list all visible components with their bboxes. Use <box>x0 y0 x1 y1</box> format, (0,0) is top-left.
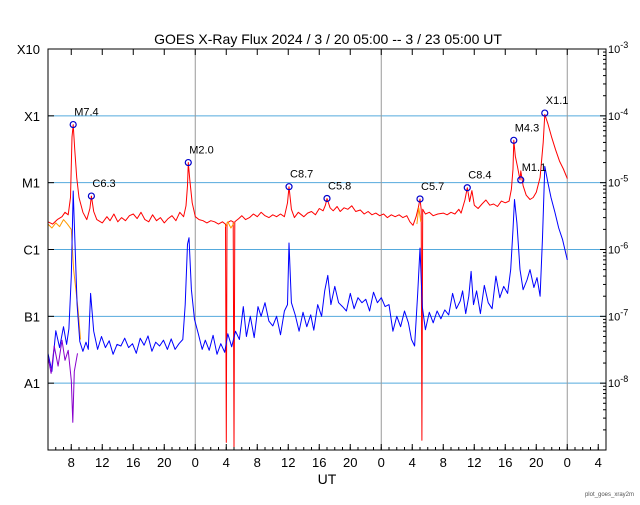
day-boundary-lines <box>194 49 568 450</box>
x-tick-label: 4 <box>595 455 602 470</box>
flare-label: M7.4 <box>74 107 98 119</box>
x-tick-label: 20 <box>157 455 171 470</box>
grid-lines <box>48 115 606 384</box>
x-tick-label: 20 <box>529 455 543 470</box>
flux-tick-label: 10-7 <box>608 307 628 323</box>
x-tick-label: 0 <box>564 455 571 470</box>
x-tick-label: 8 <box>254 455 261 470</box>
class-label: X10 <box>17 42 40 57</box>
x-tick-label: 16 <box>126 455 140 470</box>
series-lines <box>47 113 568 451</box>
flare-label: C8.4 <box>468 170 491 182</box>
x-axis-ticks: 8 12 16 20 0 4 8 12 16 20 0 4 8 12 16 20 0 4 <box>47 49 607 470</box>
flare-label: C6.3 <box>92 178 115 190</box>
flare-marker <box>323 194 331 203</box>
chart-title: GOES X-Ray Flux 2024 / 3 / 20 05:00 -- 3… <box>154 31 502 47</box>
flare-label: M1.1 <box>522 162 546 174</box>
flare-marker <box>285 183 293 191</box>
flare-marker <box>69 120 77 129</box>
flare-marker <box>416 195 424 203</box>
flux-tick-label: 10-8 <box>608 374 628 390</box>
flare-label: C5.7 <box>421 181 444 193</box>
flare-label: C5.8 <box>328 180 351 192</box>
x-tick-label: 4 <box>409 455 416 470</box>
plot-credit: plot_goes_xray2m <box>585 492 634 498</box>
x-tick-label: 8 <box>440 455 447 470</box>
flare-label: M4.3 <box>515 122 539 134</box>
flux-tick-label: 10-3 <box>608 40 628 56</box>
x-tick-label: 20 <box>343 455 357 470</box>
flare-label: C8.7 <box>290 169 313 181</box>
flux-tick-label: 10-6 <box>608 241 628 257</box>
x-axis-label: UT <box>318 471 337 487</box>
flux-series-line <box>47 165 568 372</box>
x-tick-label: 0 <box>378 455 385 470</box>
flare-label: X1.1 <box>546 95 569 107</box>
class-label: B1 <box>24 309 40 324</box>
flux-series-line <box>225 221 235 229</box>
x-tick-label: 16 <box>312 455 326 470</box>
x-tick-label: 16 <box>498 455 512 470</box>
flux-series-line <box>47 339 78 423</box>
left-axis-class-labels: X10 X1 M1 C1 B1 A1 <box>17 42 54 391</box>
flux-series-line <box>47 219 81 340</box>
flare-marker <box>541 109 549 117</box>
x-tick-label: 12 <box>467 455 481 470</box>
flare-marker <box>463 184 471 192</box>
flare-marker <box>517 176 525 184</box>
class-label: M1 <box>22 176 40 191</box>
flare-marker <box>87 192 96 200</box>
x-tick-label: 0 <box>192 455 199 470</box>
x-tick-label: 8 <box>68 455 75 470</box>
x-tick-label: 12 <box>281 455 295 470</box>
class-label: X1 <box>24 109 40 124</box>
flux-series-line <box>416 207 422 225</box>
flux-tick-label: 10-4 <box>608 107 628 123</box>
flare-annotations: M7.4 C6.3 M2.0 C8.7 C5.8 C5.7 C8.4 M4.3 M1.1 X1.1 <box>69 95 569 203</box>
class-label: C1 <box>23 243 40 258</box>
x-tick-label: 12 <box>95 455 109 470</box>
flux-tick-label: 10-5 <box>608 174 628 190</box>
flare-label: M2.0 <box>189 145 213 157</box>
flux-series-line <box>47 113 568 451</box>
flare-marker <box>184 158 192 167</box>
flare-marker <box>510 136 518 144</box>
class-label: A1 <box>24 376 40 391</box>
x-tick-label: 4 <box>223 455 230 470</box>
right-axis-flux-labels: 10-3 10-4 10-5 10-6 10-7 10-8 <box>600 40 628 431</box>
